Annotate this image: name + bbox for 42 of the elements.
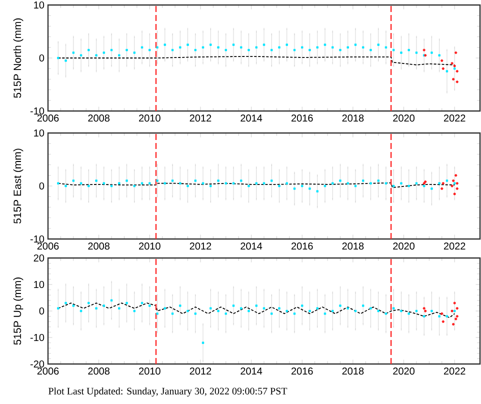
x-tick-label: 2020 [393,114,414,122]
x-tick-label: 2022 [444,242,466,250]
y-axis-title: 515P North (mm) [13,18,24,98]
x-tick-label: 2012 [190,242,212,250]
y-tick-label: 20 [34,254,44,262]
y-tick-label: 10 [34,280,44,288]
y-tick-label: -10 [30,334,44,342]
y-tick-label: 10 [34,1,44,9]
x-tick-label: 2016 [292,114,313,122]
y-tick-label: 10 [34,129,44,137]
x-tick-label: 2008 [88,114,110,122]
x-tick-label: 2020 [393,242,414,250]
x-tick-label: 2018 [342,114,364,122]
x-tick-label: 2014 [240,242,262,250]
y-axis-title: 515P Up (mm) [13,278,24,345]
x-tick-label: 2006 [37,114,59,122]
y-tick-label: -20 [30,360,44,368]
x-tick-label: 2012 [190,114,212,122]
y-axis-title: 515P East (mm) [13,148,24,224]
y-tick-label: 0 [39,54,44,62]
x-tick-label: 2016 [292,242,313,250]
x-tick-label: 2022 [444,114,466,122]
x-tick-label: 2018 [342,368,364,375]
x-tick-label: 2012 [190,368,212,375]
x-tick-label: 2022 [444,368,466,375]
x-tick-label: 2014 [240,368,262,375]
x-tick-label: 2010 [139,368,160,375]
x-tick-label: 2008 [88,368,110,375]
y-tick-label: 0 [39,182,44,190]
x-tick-label: 2014 [240,114,262,122]
text: Plot Last Updated: Sunday, January 30, 2022 09:00:57 PST [48,387,288,397]
x-tick-label: 2018 [342,242,364,250]
x-tick-label: 2008 [88,242,110,250]
x-tick-label: 2006 [37,368,59,375]
y-tick-label: 0 [39,307,44,315]
y-tick-label: -10 [30,235,44,243]
x-tick-label: 2020 [393,368,414,375]
y-tick-label: -10 [30,107,44,115]
x-tick-label: 2016 [292,368,313,375]
x-tick-label: 2006 [37,242,59,250]
x-tick-label: 2010 [139,114,160,122]
x-tick-label: 2010 [139,242,160,250]
